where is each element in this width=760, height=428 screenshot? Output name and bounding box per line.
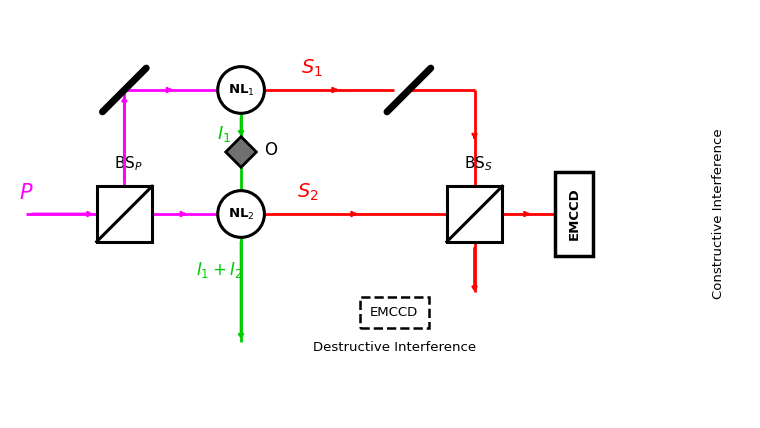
Text: $P$: $P$ — [18, 183, 33, 203]
Bar — [97, 186, 152, 242]
Polygon shape — [226, 137, 256, 167]
Text: NL$_2$: NL$_2$ — [228, 206, 255, 222]
Text: $S_2$: $S_2$ — [297, 182, 319, 203]
Text: EMCCD: EMCCD — [567, 187, 581, 241]
Text: EMCCD: EMCCD — [370, 306, 419, 319]
Text: NL$_1$: NL$_1$ — [228, 83, 255, 98]
Text: BS$_S$: BS$_S$ — [464, 155, 492, 173]
Bar — [447, 186, 502, 242]
Text: Constructive Interference: Constructive Interference — [712, 129, 726, 299]
Text: Destructive Interference: Destructive Interference — [312, 341, 476, 354]
Text: O: O — [264, 141, 277, 159]
Circle shape — [217, 190, 264, 238]
Text: $I_1 + I_2$: $I_1 + I_2$ — [196, 260, 242, 280]
Text: $S_1$: $S_1$ — [301, 58, 323, 79]
Bar — [555, 172, 593, 256]
Text: $I_1$: $I_1$ — [217, 124, 231, 144]
Text: BS$_P$: BS$_P$ — [114, 155, 142, 173]
Circle shape — [217, 67, 264, 113]
